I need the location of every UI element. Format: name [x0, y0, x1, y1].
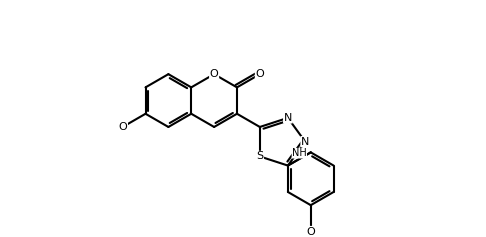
Text: NH: NH	[292, 148, 307, 158]
Text: O: O	[210, 69, 219, 79]
Text: N: N	[301, 137, 310, 147]
Text: O: O	[118, 122, 127, 132]
Text: S: S	[256, 151, 263, 161]
Text: O: O	[306, 227, 315, 237]
Text: N: N	[284, 113, 292, 123]
Text: O: O	[256, 69, 264, 79]
